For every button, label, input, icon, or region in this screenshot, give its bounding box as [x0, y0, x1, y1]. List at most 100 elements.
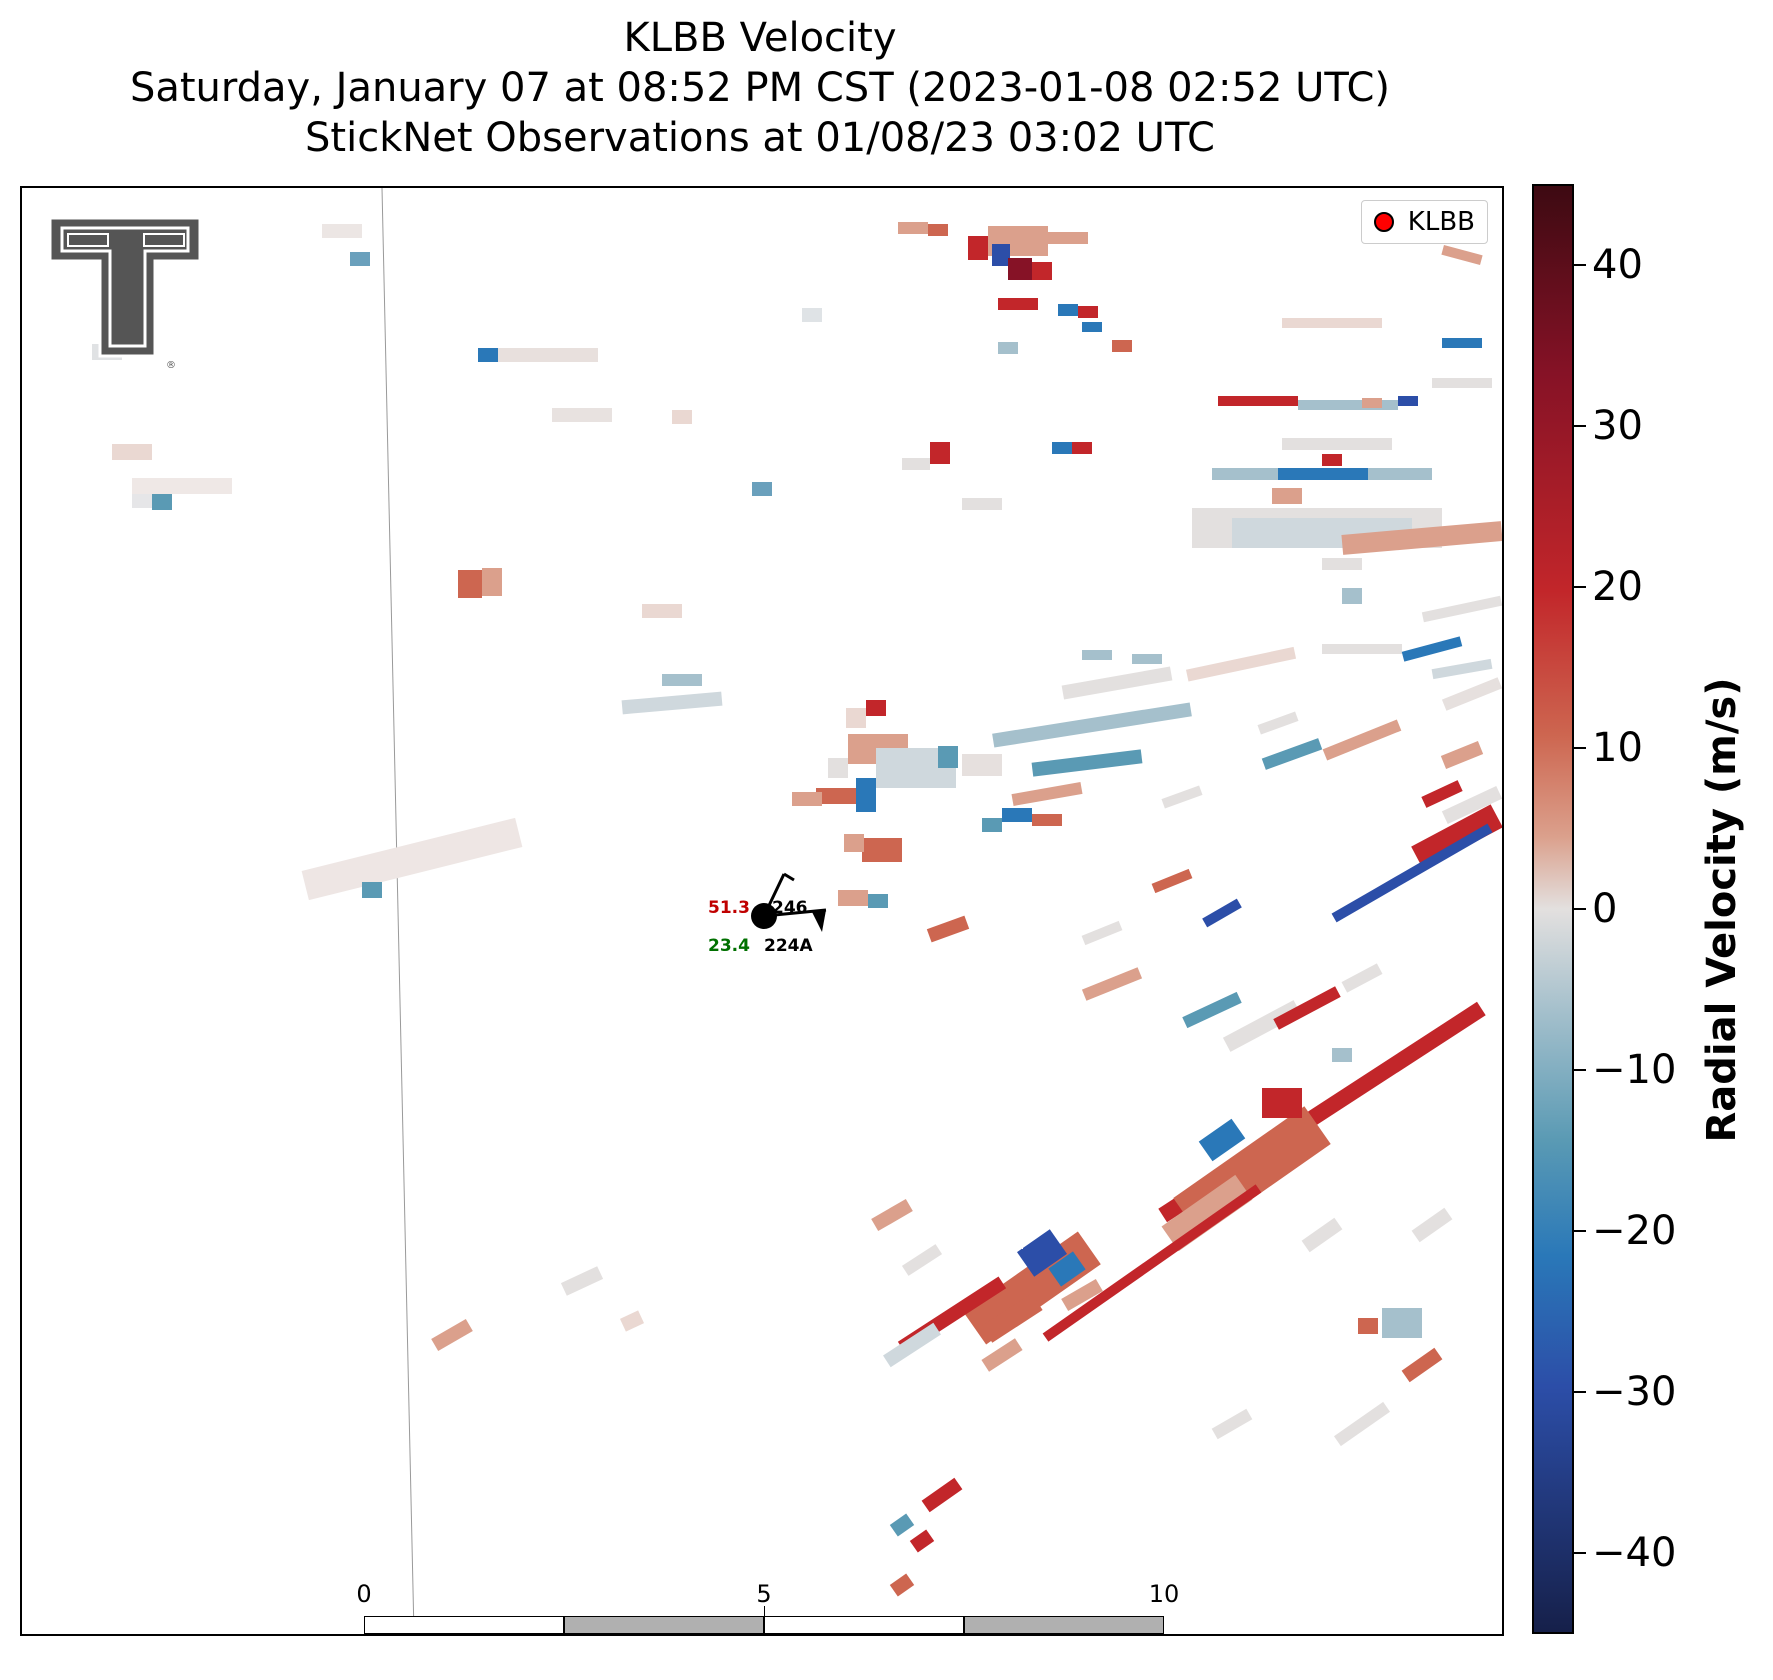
velocity-gate	[560, 1266, 604, 1296]
velocity-gate	[1058, 304, 1078, 316]
velocity-gate	[1132, 654, 1162, 664]
velocity-gate	[1032, 814, 1062, 826]
colorbar-tick-label: −20	[1592, 1208, 1677, 1255]
velocity-gate	[846, 708, 866, 728]
colorbar-tick	[1574, 424, 1586, 427]
colorbar-tick-label: 30	[1592, 402, 1643, 449]
velocity-gate	[1185, 646, 1297, 682]
colorbar-tick	[1574, 908, 1586, 910]
wind-barb-icon	[762, 873, 786, 917]
velocity-gate	[862, 838, 902, 862]
velocity-gate	[1341, 963, 1383, 993]
velocity-gate	[478, 348, 498, 362]
velocity-gate	[992, 702, 1192, 748]
velocity-gate	[1331, 823, 1493, 923]
velocity-gate	[1411, 804, 1502, 870]
county-boundary	[381, 188, 415, 1634]
velocity-gate	[1072, 442, 1092, 454]
velocity-gate	[1052, 442, 1072, 454]
scale-label-10: 10	[1148, 1580, 1180, 1608]
velocity-gate	[619, 1310, 645, 1332]
velocity-gate	[1282, 438, 1392, 450]
velocity-gate	[498, 348, 598, 362]
map-legend: KLBB	[1360, 200, 1488, 244]
logo-registered-mark: ®	[166, 360, 176, 371]
velocity-gate	[1182, 991, 1242, 1029]
gust-barb-icon	[763, 908, 827, 918]
velocity-gate	[1151, 868, 1193, 894]
scale-bar-segment	[764, 1616, 964, 1634]
velocity-gate	[752, 482, 772, 496]
velocity-gate	[1358, 1318, 1378, 1334]
colorbar-tick	[1574, 1069, 1586, 1072]
velocity-gate	[1342, 588, 1362, 604]
velocity-gate	[938, 746, 958, 768]
velocity-gate	[1273, 986, 1341, 1030]
velocity-gate	[909, 1529, 935, 1553]
velocity-gate	[926, 915, 970, 943]
colorbar-tick	[1574, 263, 1586, 266]
velocity-gate	[1198, 1118, 1246, 1162]
velocity-gate	[889, 1513, 915, 1537]
velocity-gate	[152, 494, 172, 510]
map-title: KLBB Velocity	[623, 15, 897, 61]
station-dewpoint: 23.4	[708, 936, 750, 956]
velocity-gate	[1333, 1401, 1391, 1447]
klbb-marker-icon	[1373, 212, 1394, 232]
velocity-gate	[838, 890, 868, 906]
velocity-gate	[1032, 262, 1052, 280]
velocity-gate	[1211, 1408, 1253, 1440]
radar-map[interactable]: ® KLBB 51.3 246 23.4 224A 0 5 10 km	[20, 186, 1504, 1636]
velocity-gate	[350, 252, 370, 266]
velocity-gate	[1061, 1278, 1103, 1312]
velocity-gate	[132, 494, 152, 508]
velocity-gate	[962, 754, 1002, 776]
velocity-gate	[1398, 396, 1418, 406]
velocity-gate	[1301, 1217, 1343, 1253]
colorbar-tick	[1574, 1230, 1586, 1233]
velocity-gate	[1362, 398, 1382, 408]
velocity-gate	[1282, 318, 1382, 328]
scale-bar-segment	[564, 1616, 764, 1634]
velocity-gate	[901, 1244, 943, 1276]
colorbar-tick-label: −30	[1592, 1369, 1677, 1416]
velocity-gate	[992, 244, 1010, 266]
velocity-gate	[1222, 1000, 1302, 1052]
scale-label-0: 0	[356, 1580, 372, 1608]
velocity-gate	[642, 604, 682, 618]
velocity-gate	[1440, 741, 1484, 769]
colorbar-tick	[1574, 746, 1586, 749]
colorbar-tick-label: 10	[1592, 724, 1643, 771]
velocity-gate	[1322, 644, 1402, 654]
velocity-gate	[868, 894, 888, 908]
velocity-gate	[883, 1322, 941, 1368]
velocity-gate	[871, 1198, 913, 1232]
velocity-gate	[898, 222, 928, 234]
velocity-gate	[662, 674, 702, 686]
velocity-gate	[981, 1293, 1043, 1343]
velocity-gate	[1322, 719, 1402, 761]
velocity-gate	[1421, 780, 1463, 808]
station-plot	[751, 872, 827, 932]
velocity-gate	[802, 308, 822, 322]
velocity-gate	[458, 570, 482, 598]
velocity-gate	[1202, 898, 1242, 928]
colorbar-tick-label: 20	[1592, 563, 1643, 610]
velocity-gate	[968, 236, 988, 260]
colorbar-tick-label: 0	[1592, 886, 1618, 932]
velocity-gate	[998, 298, 1038, 310]
velocity-gate	[552, 408, 612, 422]
velocity-gate	[1161, 1174, 1253, 1252]
velocity-gate	[816, 788, 856, 804]
velocity-gate	[921, 1477, 963, 1513]
velocity-gate	[1411, 1207, 1453, 1243]
velocity-gate	[301, 817, 523, 901]
velocity-gate	[982, 818, 1002, 832]
velocity-gate	[866, 700, 886, 716]
station-pressure: 246	[772, 898, 808, 918]
velocity-gate	[431, 1318, 473, 1352]
velocity-gate	[621, 691, 723, 715]
velocity-gate	[1048, 232, 1088, 244]
velocity-gate	[928, 224, 948, 236]
velocity-gate	[889, 1573, 915, 1597]
